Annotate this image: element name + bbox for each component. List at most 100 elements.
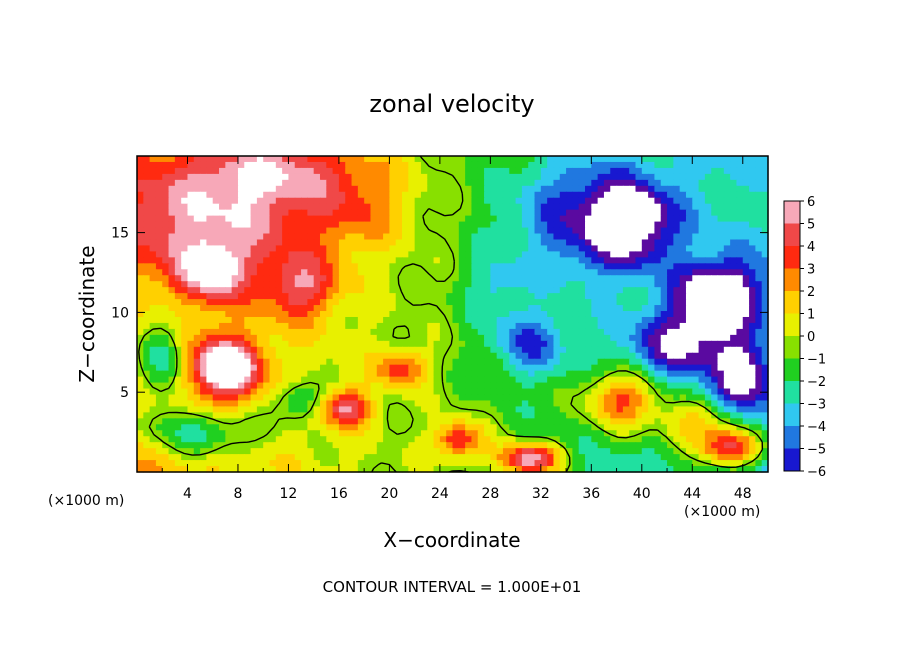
field-cell — [761, 161, 769, 169]
field-cell — [755, 442, 763, 449]
field-cell — [376, 167, 384, 175]
field-cell — [660, 179, 668, 187]
field-cell — [200, 227, 208, 235]
field-cell — [673, 340, 681, 348]
field-cell — [414, 364, 422, 372]
field-cell — [648, 442, 656, 449]
field-cell — [673, 328, 681, 336]
field-cell — [629, 406, 637, 413]
field-cell — [231, 388, 239, 396]
field-cell — [294, 293, 302, 300]
field-cell — [288, 275, 296, 282]
field-cell — [641, 191, 649, 199]
field-cell — [723, 376, 731, 384]
field-cell — [566, 328, 573, 336]
field-cell — [578, 221, 586, 229]
field-cell — [288, 334, 296, 342]
field-cell — [137, 311, 144, 318]
field-cell — [648, 156, 656, 163]
field-cell — [263, 167, 271, 175]
field-cell — [660, 346, 668, 354]
field-cell — [471, 221, 479, 229]
field-cell — [307, 394, 315, 402]
field-cell — [465, 233, 473, 241]
field-cell — [679, 263, 687, 270]
field-cell — [225, 257, 233, 264]
field-cell — [521, 406, 529, 413]
field-cell — [603, 233, 611, 241]
field-cell — [162, 275, 170, 282]
field-cell — [402, 442, 409, 449]
field-cell — [515, 263, 523, 270]
field-cell — [629, 203, 637, 211]
field-cell — [635, 424, 643, 431]
field-cell — [408, 173, 416, 181]
field-cell — [433, 156, 441, 163]
field-cell — [547, 221, 555, 229]
field-cell — [679, 245, 687, 252]
field-cell — [263, 191, 271, 199]
field-cell — [402, 257, 409, 264]
field-cell — [174, 215, 182, 223]
field-cell — [351, 203, 359, 211]
field-cell — [692, 263, 700, 270]
field-cell — [345, 430, 353, 437]
field-cell — [635, 173, 643, 181]
field-cell — [446, 215, 454, 223]
field-cell — [736, 275, 744, 282]
field-cell — [149, 406, 157, 413]
field-cell — [597, 334, 605, 342]
field-cell — [484, 340, 491, 348]
field-cell — [383, 352, 390, 360]
field-cell — [553, 442, 561, 449]
field-cell — [616, 418, 624, 425]
field-cell — [698, 257, 706, 264]
field-cell — [749, 436, 756, 443]
field-cell — [168, 322, 176, 330]
field-cell — [761, 156, 769, 163]
field-cell — [452, 406, 460, 413]
field-cell — [181, 293, 189, 300]
field-cell — [452, 358, 460, 366]
field-cell — [572, 197, 580, 205]
field-cell — [654, 430, 662, 437]
field-cell — [427, 156, 435, 163]
field-cell — [673, 269, 681, 276]
field-cell — [578, 448, 586, 455]
field-cell — [547, 185, 555, 193]
field-cell — [528, 412, 536, 419]
field-cell — [332, 328, 340, 336]
field-cell — [736, 185, 744, 193]
field-cell — [559, 418, 567, 425]
field-cell — [402, 328, 409, 336]
field-cell — [471, 448, 479, 455]
field-cell — [692, 400, 700, 408]
field-cell — [540, 346, 548, 354]
field-cell — [389, 394, 397, 402]
field-cell — [345, 203, 353, 211]
field-cell — [654, 263, 662, 270]
field-cell — [206, 293, 214, 300]
field-cell — [357, 161, 365, 169]
field-cell — [345, 281, 353, 288]
field-cell — [761, 191, 769, 199]
field-cell — [711, 185, 719, 193]
field-cell — [572, 382, 580, 390]
field-cell — [711, 311, 719, 318]
field-cell — [711, 382, 719, 390]
field-cell — [181, 161, 189, 169]
field-cell — [193, 191, 201, 199]
field-cell — [237, 179, 245, 187]
field-cell — [458, 293, 466, 300]
field-cell — [282, 406, 290, 413]
field-cell — [439, 245, 447, 252]
field-cell — [692, 382, 700, 390]
field-cell — [313, 334, 321, 342]
field-cell — [326, 358, 334, 366]
field-cell — [585, 406, 592, 413]
field-cell — [301, 203, 308, 211]
field-cell — [288, 358, 296, 366]
field-cell — [357, 442, 365, 449]
field-cell — [168, 167, 176, 175]
field-cell — [458, 156, 466, 163]
